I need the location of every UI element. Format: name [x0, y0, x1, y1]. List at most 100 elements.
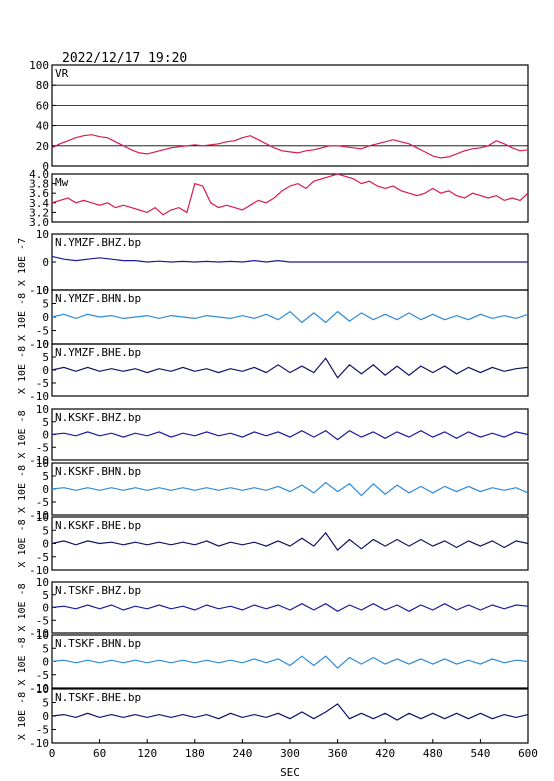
series-line [51, 357, 529, 379]
panel-title: N.TSKF.BHZ.bp [55, 584, 141, 597]
series-line [51, 310, 529, 324]
y-axis-label: X 10E -8 [17, 346, 28, 394]
x-tick-label: 60 [93, 747, 106, 760]
y-axis-label: X 10E -8 [17, 692, 28, 740]
y-tick-label: 10 [36, 284, 49, 297]
y-axis-label: X 10E -8 [17, 583, 28, 631]
y-tick-label: 0 [42, 656, 49, 669]
panel-frame [51, 64, 529, 167]
x-axis-label: SEC [280, 766, 300, 779]
series-line [51, 655, 529, 669]
y-tick-label: 20 [36, 140, 49, 153]
y-tick-label: -10 [29, 564, 49, 577]
y-tick-label: -5 [36, 325, 49, 338]
y-axis-label: X 10E -8 [17, 410, 28, 458]
y-tick-label: -10 [29, 390, 49, 403]
y-tick-label: -5 [36, 551, 49, 564]
y-tick-label: 5 [42, 470, 49, 483]
y-tick-label: 10 [36, 403, 49, 416]
panel-title: N.YMZF.BHN.bp [55, 292, 141, 305]
x-tick-label: 420 [375, 747, 395, 760]
panel-0: 0 20 40 60 80 100 VR [29, 59, 529, 173]
series-line [51, 531, 529, 551]
y-axis-label: X 10E -8 [17, 637, 28, 685]
y-tick-label: 10 [36, 228, 49, 241]
panel-2: -10 0 10 N.YMZF.BHZ.bp X 10E -7 [17, 228, 529, 297]
y-tick-label: 5 [42, 351, 49, 364]
x-tick-label: 600 [518, 747, 538, 760]
y-tick-label: 0 [42, 710, 49, 723]
x-tick-label: 300 [280, 747, 300, 760]
y-tick-label: 10 [36, 511, 49, 524]
x-tick-label: 540 [470, 747, 490, 760]
y-tick-label: 0 [42, 311, 49, 324]
panel-title: VR [55, 67, 69, 80]
panel-title: N.TSKF.BHN.bp [55, 637, 141, 650]
y-tick-label: 5 [42, 524, 49, 537]
y-tick-label: 3.2 [29, 206, 49, 219]
series-line [51, 173, 529, 216]
panel-title: N.KSKF.BHN.bp [55, 465, 141, 478]
y-tick-label: 5 [42, 416, 49, 429]
series-line [51, 603, 529, 612]
y-tick-label: 4.0 [29, 168, 49, 181]
x-tick-label: 120 [137, 747, 157, 760]
y-tick-label: 100 [29, 59, 49, 72]
panels-group: 020406080100VR3.03.23.43.63.84.0Mw-10010… [17, 59, 529, 750]
y-tick-label: 3.8 [29, 178, 49, 191]
y-tick-label: 0 [42, 602, 49, 615]
y-tick-label: -5 [36, 669, 49, 682]
y-tick-label: -10 [29, 682, 49, 695]
y-tick-label: 3.0 [29, 216, 49, 229]
y-tick-label: 0 [42, 429, 49, 442]
series-line [51, 255, 528, 263]
y-tick-label: 5 [42, 589, 49, 602]
y-tick-label: 10 [36, 457, 49, 470]
y-tick-label: -10 [29, 284, 49, 297]
series-line [51, 134, 529, 159]
y-tick-label: -5 [36, 496, 49, 509]
x-tick-label: 180 [185, 747, 205, 760]
y-tick-label: 80 [36, 79, 49, 92]
y-tick-label: 5 [42, 697, 49, 710]
y-tick-label: 3.6 [29, 187, 49, 200]
x-tick-label: 0 [49, 747, 56, 760]
series-line [51, 703, 529, 721]
panel-title: N.TSKF.BHE.bp [55, 691, 141, 704]
y-tick-label: -10 [29, 627, 49, 640]
x-tick-label: 240 [232, 747, 252, 760]
y-tick-label: 10 [36, 683, 49, 696]
y-tick-label: 10 [36, 629, 49, 642]
series-line [51, 429, 529, 441]
panel-title: N.YMZF.BHE.bp [55, 346, 141, 359]
panel-frame [51, 173, 529, 223]
y-tick-label: -5 [36, 614, 49, 627]
y-tick-label: 3.4 [29, 197, 49, 210]
y-tick-label: -5 [36, 377, 49, 390]
y-axis-label: X 10E -8 [17, 293, 28, 341]
panel-title: N.KSKF.BHE.bp [55, 519, 141, 532]
panel-1: 3.03.23.43.63.84.0 Mw [29, 168, 529, 229]
x-axis: 0 60 120 180 240 300 360 420 480 540 600 [49, 739, 538, 760]
y-tick-label: 0 [42, 160, 49, 173]
x-tick-label: 480 [423, 747, 443, 760]
y-tick-label: 10 [36, 576, 49, 589]
series-line [51, 481, 529, 497]
y-tick-label: -10 [29, 454, 49, 467]
y-tick-label: -10 [29, 737, 49, 750]
x-tick-label: 360 [328, 747, 348, 760]
y-tick-label: 40 [36, 120, 49, 133]
y-tick-label: 10 [36, 338, 49, 351]
y-axis-label: X 10E -8 [17, 519, 28, 567]
y-tick-label: -10 [29, 338, 49, 351]
y-tick-label: 5 [42, 298, 49, 311]
y-tick-label: 0 [42, 483, 49, 496]
y-axis-label: X 10E -7 [17, 238, 28, 286]
y-tick-label: 5 [42, 642, 49, 655]
